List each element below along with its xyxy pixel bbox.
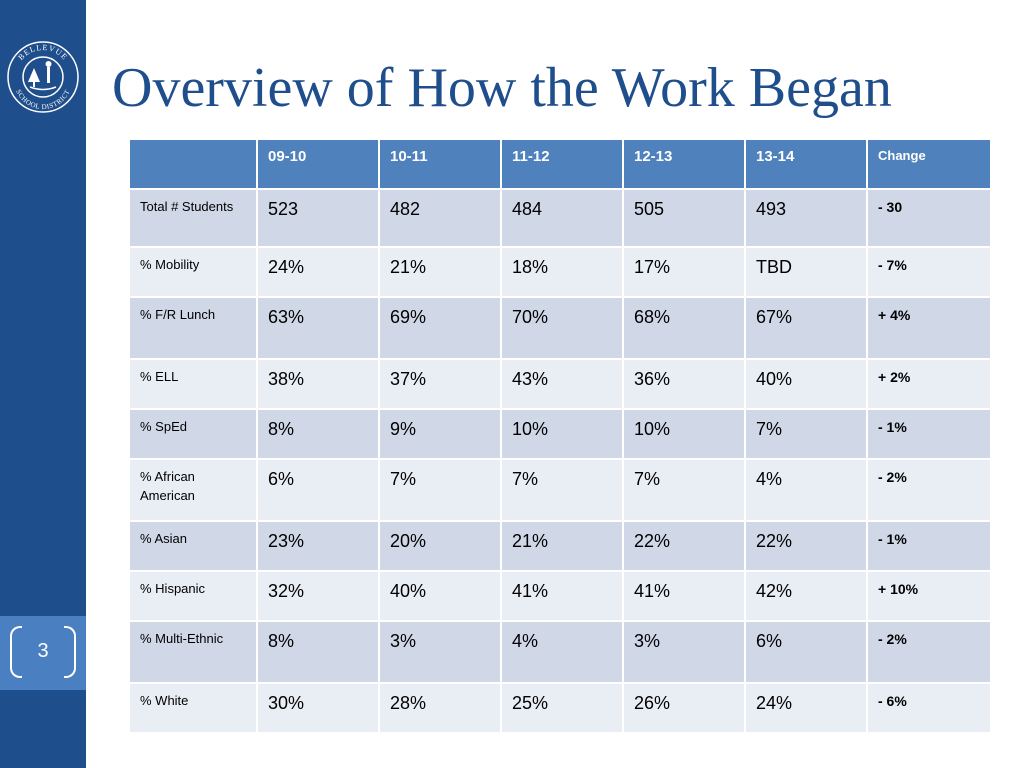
- row-label: % Mobility: [128, 246, 258, 298]
- value-cell: 42%: [744, 570, 868, 622]
- value-cell: 40%: [378, 570, 502, 622]
- svg-text:BELLEVUE: BELLEVUE: [16, 43, 69, 62]
- header-cell-year: 13-14: [744, 138, 868, 190]
- sidebar: BELLEVUE SCHOOL DISTRICT 3: [0, 0, 86, 768]
- demographics-table: 09-10 10-11 11-12 12-13 13-14 Change Tot…: [128, 138, 992, 734]
- value-cell: 22%: [744, 520, 868, 572]
- value-cell: 30%: [256, 682, 380, 734]
- value-cell: 9%: [378, 408, 502, 460]
- table-row: % Asian 23% 20% 21% 22% 22% - 1%: [128, 520, 992, 572]
- value-cell: 43%: [500, 358, 624, 410]
- value-cell: 4%: [744, 458, 868, 522]
- value-cell: 10%: [500, 408, 624, 460]
- slide-title: Overview of How the Work Began: [112, 57, 892, 119]
- change-cell: - 7%: [866, 246, 992, 298]
- header-cell-change: Change: [866, 138, 992, 190]
- table-row: % Mobility 24% 21% 18% 17% TBD - 7%: [128, 246, 992, 298]
- value-cell: 68%: [622, 296, 746, 360]
- value-cell: 6%: [744, 620, 868, 684]
- table-row: Total # Students 523 482 484 505 493- 30: [128, 188, 992, 248]
- value-cell: 63%: [256, 296, 380, 360]
- row-label: % African American: [128, 458, 258, 522]
- header-cell-year: 12-13: [622, 138, 746, 190]
- value-cell: 28%: [378, 682, 502, 734]
- value-cell: 7%: [744, 408, 868, 460]
- change-cell: - 30: [866, 188, 992, 248]
- header-cell-year: 11-12: [500, 138, 624, 190]
- table-row: % White 30% 28% 25% 26% 24% - 6%: [128, 682, 992, 734]
- svg-text:SCHOOL DISTRICT: SCHOOL DISTRICT: [14, 88, 72, 111]
- value-cell: 38%: [256, 358, 380, 410]
- value-cell: 482: [378, 188, 502, 248]
- right-brace-decoration: [64, 626, 76, 678]
- change-cell: + 4%: [866, 296, 992, 360]
- value-cell: 25%: [500, 682, 624, 734]
- row-label: Total # Students: [128, 188, 258, 248]
- value-cell: 7%: [622, 458, 746, 522]
- header-cell-blank: [128, 138, 258, 190]
- row-label: % Hispanic: [128, 570, 258, 622]
- change-cell: - 2%: [866, 620, 992, 684]
- value-cell: 493: [744, 188, 868, 248]
- value-cell: 8%: [256, 408, 380, 460]
- change-cell: - 6%: [866, 682, 992, 734]
- value-cell: 505: [622, 188, 746, 248]
- table-header-row: 09-10 10-11 11-12 12-13 13-14 Change: [128, 138, 992, 190]
- row-label: % F/R Lunch: [128, 296, 258, 360]
- value-cell: 22%: [622, 520, 746, 572]
- left-brace-decoration: [10, 626, 22, 678]
- school-district-seal-logo: BELLEVUE SCHOOL DISTRICT: [7, 41, 79, 113]
- row-label: % White: [128, 682, 258, 734]
- change-cell: - 1%: [866, 408, 992, 460]
- change-cell: - 1%: [866, 520, 992, 572]
- table-row: % African American 6% 7% 7% 7% 4% - 2%: [128, 458, 992, 522]
- row-label: % SpEd: [128, 408, 258, 460]
- table-row: % ELL 38% 37% 43% 36% 40% + 2%: [128, 358, 992, 410]
- value-cell: 41%: [500, 570, 624, 622]
- value-cell: 21%: [378, 246, 502, 298]
- value-cell: 69%: [378, 296, 502, 360]
- value-cell: TBD: [744, 246, 868, 298]
- value-cell: 3%: [378, 620, 502, 684]
- value-cell: 20%: [378, 520, 502, 572]
- page-number-box: 3: [0, 616, 86, 690]
- value-cell: 23%: [256, 520, 380, 572]
- value-cell: 67%: [744, 296, 868, 360]
- value-cell: 37%: [378, 358, 502, 410]
- value-cell: 32%: [256, 570, 380, 622]
- table-row: % Multi-Ethnic 8% 3% 4% 3% 6% - 2%: [128, 620, 992, 684]
- value-cell: 484: [500, 188, 624, 248]
- value-cell: 18%: [500, 246, 624, 298]
- value-cell: 10%: [622, 408, 746, 460]
- change-cell: + 10%: [866, 570, 992, 622]
- value-cell: 8%: [256, 620, 380, 684]
- row-label: % Multi-Ethnic: [128, 620, 258, 684]
- value-cell: 24%: [256, 246, 380, 298]
- value-cell: 17%: [622, 246, 746, 298]
- row-label: % Asian: [128, 520, 258, 572]
- table-row: % F/R Lunch 63% 69% 70% 68% 67% + 4%: [128, 296, 992, 360]
- value-cell: 3%: [622, 620, 746, 684]
- value-cell: 21%: [500, 520, 624, 572]
- value-cell: 40%: [744, 358, 868, 410]
- value-cell: 6%: [256, 458, 380, 522]
- change-cell: + 2%: [866, 358, 992, 410]
- page-number: 3: [37, 640, 49, 662]
- value-cell: 36%: [622, 358, 746, 410]
- value-cell: 7%: [500, 458, 624, 522]
- value-cell: 70%: [500, 296, 624, 360]
- change-cell: - 2%: [866, 458, 992, 522]
- table-row: % Hispanic 32% 40% 41% 41% 42% + 10%: [128, 570, 992, 622]
- value-cell: 24%: [744, 682, 868, 734]
- header-cell-year: 10-11: [378, 138, 502, 190]
- value-cell: 41%: [622, 570, 746, 622]
- row-label: % ELL: [128, 358, 258, 410]
- table-row: % SpEd 8% 9% 10% 10% 7% - 1%: [128, 408, 992, 460]
- header-cell-year: 09-10: [256, 138, 380, 190]
- value-cell: 7%: [378, 458, 502, 522]
- value-cell: 523: [256, 188, 380, 248]
- value-cell: 26%: [622, 682, 746, 734]
- value-cell: 4%: [500, 620, 624, 684]
